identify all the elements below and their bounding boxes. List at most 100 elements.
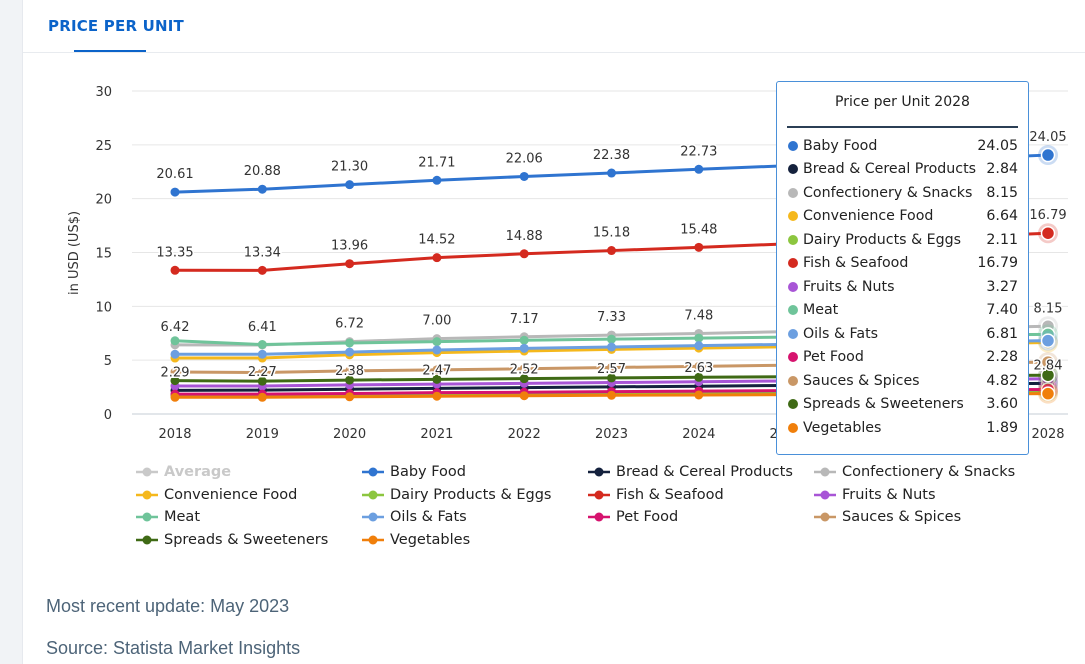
data-point (694, 361, 704, 371)
series-dot-icon (788, 422, 798, 433)
legend-item-fruits-nuts[interactable]: Fruits & Nuts (814, 487, 936, 503)
x-tick-label: 2023 (595, 427, 628, 442)
tooltip-series-value: 2.84 (986, 161, 1018, 178)
data-point (607, 373, 616, 383)
data-point (170, 187, 180, 197)
legend-item-dairy-products-eggs[interactable]: Dairy Products & Eggs (362, 487, 552, 503)
legend-marker-icon (814, 512, 836, 522)
tooltip-row: Sauces & Spices 4.82 (777, 369, 1028, 393)
legend-marker-icon (588, 512, 610, 522)
tooltip-series-name: Vegetables (803, 419, 882, 436)
tooltip-series-name: Pet Food (803, 349, 864, 366)
data-point (257, 340, 267, 350)
data-point (345, 259, 355, 269)
data-point (1040, 367, 1056, 383)
update-note: Most recent update: May 2023 (46, 596, 290, 616)
legend-item-meat[interactable]: Meat (136, 509, 200, 525)
tab-price-per-unit[interactable]: PRICE PER UNIT (48, 17, 184, 35)
tooltip-series-name: Oils & Fats (803, 325, 879, 342)
data-point (170, 392, 180, 402)
legend-item-baby-food[interactable]: Baby Food (362, 464, 466, 480)
data-point (257, 368, 267, 378)
tooltip-series-value: 2.28 (986, 349, 1018, 366)
tooltip-series-name: Spreads & Sweeteners (803, 396, 964, 413)
legend-label: Sauces & Spices (842, 509, 962, 525)
legend-item-bread-cereal-products[interactable]: Bread & Cereal Products (588, 464, 793, 480)
data-label: 6.72 (335, 317, 364, 332)
tooltip-series-value: 7.40 (986, 302, 1018, 319)
legend-label: Convenience Food (164, 487, 298, 503)
y-tick-label: 30 (95, 85, 112, 100)
legend-marker-icon (588, 490, 610, 500)
legend-item-fish-seafood[interactable]: Fish & Seafood (588, 487, 724, 503)
tooltip-row: Baby Food 24.05 (777, 134, 1028, 158)
data-label: 15.48 (680, 222, 717, 237)
data-point (170, 376, 180, 386)
y-axis-label: in USD (US$) (67, 211, 82, 295)
y-tick-label: 20 (95, 193, 112, 208)
data-label: 21.30 (331, 160, 368, 175)
legend-label: Oils & Fats (390, 509, 467, 525)
tooltip-series-value: 6.81 (986, 325, 1018, 342)
data-label: 2.29 (161, 365, 190, 380)
data-point (694, 390, 704, 400)
data-label: 13.34 (244, 245, 281, 260)
data-label: 8.15 (1034, 301, 1063, 316)
tooltip-row: Confectionery & Snacks 8.15 (777, 181, 1028, 205)
data-label: 6.41 (248, 320, 277, 335)
tooltip-row: Pet Food 2.28 (777, 346, 1028, 370)
tooltip-series-value: 8.15 (986, 184, 1018, 201)
data-label: 16.79 (1029, 208, 1066, 223)
legend-marker-icon (136, 535, 158, 545)
legend-item-confectionery-snacks[interactable]: Confectionery & Snacks (814, 464, 1015, 480)
legend-item-sauces-spices[interactable]: Sauces & Spices (814, 509, 961, 525)
legend-item-average[interactable]: Average (136, 464, 231, 480)
data-point (607, 390, 616, 400)
data-point (1040, 333, 1056, 348)
data-label: 2.52 (510, 363, 539, 378)
legend-item-pet-food[interactable]: Pet Food (588, 509, 678, 525)
legend-item-vegetables[interactable]: Vegetables (362, 532, 470, 548)
data-label: 7.17 (510, 312, 539, 327)
data-label: 2.47 (422, 363, 451, 378)
series-dot-icon (788, 305, 798, 316)
tooltip-series-value: 16.79 (977, 255, 1018, 272)
data-point (257, 265, 267, 275)
series-dot-icon (788, 258, 798, 269)
x-tick-label: 2018 (158, 427, 191, 442)
data-point (345, 392, 355, 402)
data-point (432, 175, 442, 185)
legend-marker-icon (814, 490, 836, 500)
tooltip-title: Price per Unit 2028 (835, 94, 970, 110)
tooltip-series-value: 6.64 (986, 208, 1018, 225)
data-label: 2.27 (248, 365, 277, 380)
series-dot-icon (788, 164, 798, 175)
legend-item-convenience-food[interactable]: Convenience Food (136, 487, 297, 503)
tooltip-series-value: 1.89 (986, 419, 1018, 436)
x-tick-label: 2028 (1031, 427, 1064, 442)
legend-marker-icon (588, 467, 610, 477)
data-label: 22.38 (593, 148, 630, 163)
series-dot-icon (788, 187, 798, 198)
data-label: 2.57 (597, 362, 626, 377)
data-point (607, 246, 616, 256)
data-point (345, 347, 355, 357)
data-point (519, 391, 529, 401)
legend-item-oils-fats[interactable]: Oils & Fats (362, 509, 467, 525)
legend-label: Spreads & Sweeteners (164, 532, 329, 548)
tooltip-series-name: Meat (803, 302, 839, 319)
data-label: 2.38 (335, 364, 364, 379)
legend-item-spreads-sweeteners[interactable]: Spreads & Sweeteners (136, 532, 328, 548)
data-label: 13.35 (156, 245, 193, 260)
data-point (432, 391, 442, 401)
y-tick-label: 10 (95, 300, 112, 315)
legend-label: Baby Food (390, 464, 466, 480)
data-label: 2.84 (1034, 358, 1063, 373)
data-point (345, 366, 355, 376)
legend-label: Meat (164, 509, 201, 525)
chart-tooltip: Price per Unit 2028 Baby Food 24.05 Bread … (776, 81, 1029, 455)
data-point (1040, 386, 1056, 401)
legend-marker-icon (814, 467, 836, 477)
data-point (170, 367, 180, 377)
data-label: 22.73 (680, 144, 717, 159)
